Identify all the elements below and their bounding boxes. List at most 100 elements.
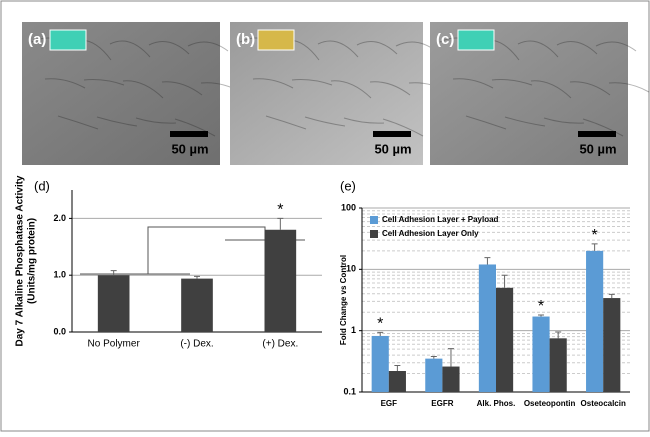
legend-label: Cell Adhesion Layer Only bbox=[382, 229, 479, 238]
y-tick-label: 2.0 bbox=[53, 213, 66, 223]
cell-texture bbox=[369, 81, 411, 96]
cell-texture bbox=[109, 40, 151, 58]
cell-texture bbox=[356, 41, 398, 55]
x-tick-label: Alk. Phos. bbox=[477, 399, 516, 408]
panel-label: (e) bbox=[340, 178, 356, 193]
panel-label: (b) bbox=[236, 31, 255, 48]
legend-swatch bbox=[370, 216, 378, 224]
y-tick-label: 1 bbox=[351, 325, 356, 335]
inset bbox=[49, 29, 87, 51]
cell-texture bbox=[252, 78, 294, 89]
cell-texture bbox=[330, 80, 372, 99]
error-bar bbox=[501, 274, 508, 288]
y-tick-label: 1.0 bbox=[53, 270, 66, 280]
y-axis-label: (Units/mg protein) bbox=[27, 218, 38, 304]
scale-bar-label: 50 µm bbox=[579, 141, 616, 156]
x-tick-label: (-) Dex. bbox=[180, 339, 213, 350]
x-tick-label: No Polymer bbox=[88, 339, 141, 350]
cell-texture bbox=[304, 116, 346, 127]
error-bar bbox=[484, 257, 491, 265]
cell-texture bbox=[582, 118, 624, 137]
cell-texture bbox=[187, 41, 229, 52]
panel-label: (d) bbox=[34, 178, 50, 193]
error-bar bbox=[430, 355, 437, 359]
scale-bar-label: 50 µm bbox=[374, 141, 411, 156]
significance-mark: * bbox=[592, 227, 598, 244]
y-tick-label: 10 bbox=[346, 264, 356, 274]
inset bbox=[257, 29, 295, 51]
legend-swatch bbox=[370, 230, 378, 238]
scale-bar bbox=[170, 131, 208, 137]
y-tick-label: 0.1 bbox=[343, 386, 356, 396]
x-tick-label: EGF bbox=[381, 399, 398, 408]
cell-texture bbox=[135, 117, 177, 124]
cell-texture bbox=[595, 41, 637, 52]
cell-texture bbox=[465, 115, 507, 130]
error-bar bbox=[447, 348, 454, 367]
bar bbox=[586, 250, 604, 392]
y-tick-label: 0.0 bbox=[53, 326, 66, 336]
bar bbox=[478, 264, 496, 392]
scale-bar-label: 50 µm bbox=[171, 141, 208, 156]
cell-texture bbox=[608, 82, 650, 93]
x-tick-label: Osteocalcin bbox=[581, 399, 626, 408]
bar bbox=[181, 278, 213, 332]
significance-mark: * bbox=[277, 202, 283, 219]
y-axis-label: Day 7 Alkaline Phosphatase Activity bbox=[15, 175, 26, 346]
bar bbox=[532, 316, 550, 392]
cell-texture bbox=[83, 79, 125, 86]
bar bbox=[603, 298, 621, 392]
error-bar bbox=[377, 331, 384, 336]
x-tick-label: EGFR bbox=[431, 399, 453, 408]
inset bbox=[457, 29, 495, 51]
bar bbox=[549, 338, 567, 392]
bar bbox=[371, 335, 389, 392]
cell-texture bbox=[382, 118, 424, 137]
y-axis-label: Fold Change vs Control bbox=[339, 255, 348, 345]
y-tick-label: 100 bbox=[341, 202, 356, 212]
scale-bar bbox=[578, 131, 616, 137]
bar bbox=[264, 229, 297, 332]
cell-texture bbox=[517, 40, 559, 58]
cell-texture bbox=[530, 80, 572, 99]
cell-texture bbox=[556, 41, 598, 55]
legend-label: Cell Adhesion Layer + Payload bbox=[382, 215, 499, 224]
error-bar bbox=[555, 331, 562, 339]
x-tick-label: (+) Dex. bbox=[262, 339, 298, 350]
cell-texture bbox=[57, 115, 99, 130]
significance-mark: * bbox=[377, 316, 383, 333]
panel-label: (a) bbox=[28, 31, 46, 48]
cell-texture bbox=[317, 40, 359, 58]
cell-texture bbox=[504, 116, 546, 127]
x-tick-label: Oseteopontin bbox=[524, 399, 576, 408]
scale-bar bbox=[373, 131, 411, 137]
cell-texture bbox=[174, 118, 216, 137]
cell-texture bbox=[161, 81, 203, 96]
cell-texture bbox=[44, 78, 86, 89]
error-bar bbox=[608, 293, 615, 299]
panel-label: (c) bbox=[436, 31, 454, 48]
cell-texture bbox=[543, 117, 585, 124]
cell-texture bbox=[265, 115, 307, 130]
bar bbox=[388, 370, 406, 392]
bar bbox=[496, 287, 514, 392]
significance-mark: * bbox=[538, 298, 544, 315]
error-bar bbox=[277, 217, 284, 230]
error-bar bbox=[110, 270, 117, 276]
cell-texture bbox=[452, 78, 494, 89]
cell-texture bbox=[291, 79, 333, 86]
bar bbox=[425, 358, 443, 392]
cell-texture bbox=[96, 116, 138, 127]
bar bbox=[97, 275, 130, 332]
cell-texture bbox=[491, 79, 533, 86]
cell-texture bbox=[569, 81, 611, 96]
cell-texture bbox=[122, 80, 164, 99]
error-bar bbox=[194, 275, 200, 279]
cell-texture bbox=[343, 117, 385, 124]
error-bar bbox=[394, 365, 401, 371]
cell-texture bbox=[148, 41, 190, 55]
error-bar bbox=[538, 314, 545, 317]
bar bbox=[442, 366, 460, 392]
